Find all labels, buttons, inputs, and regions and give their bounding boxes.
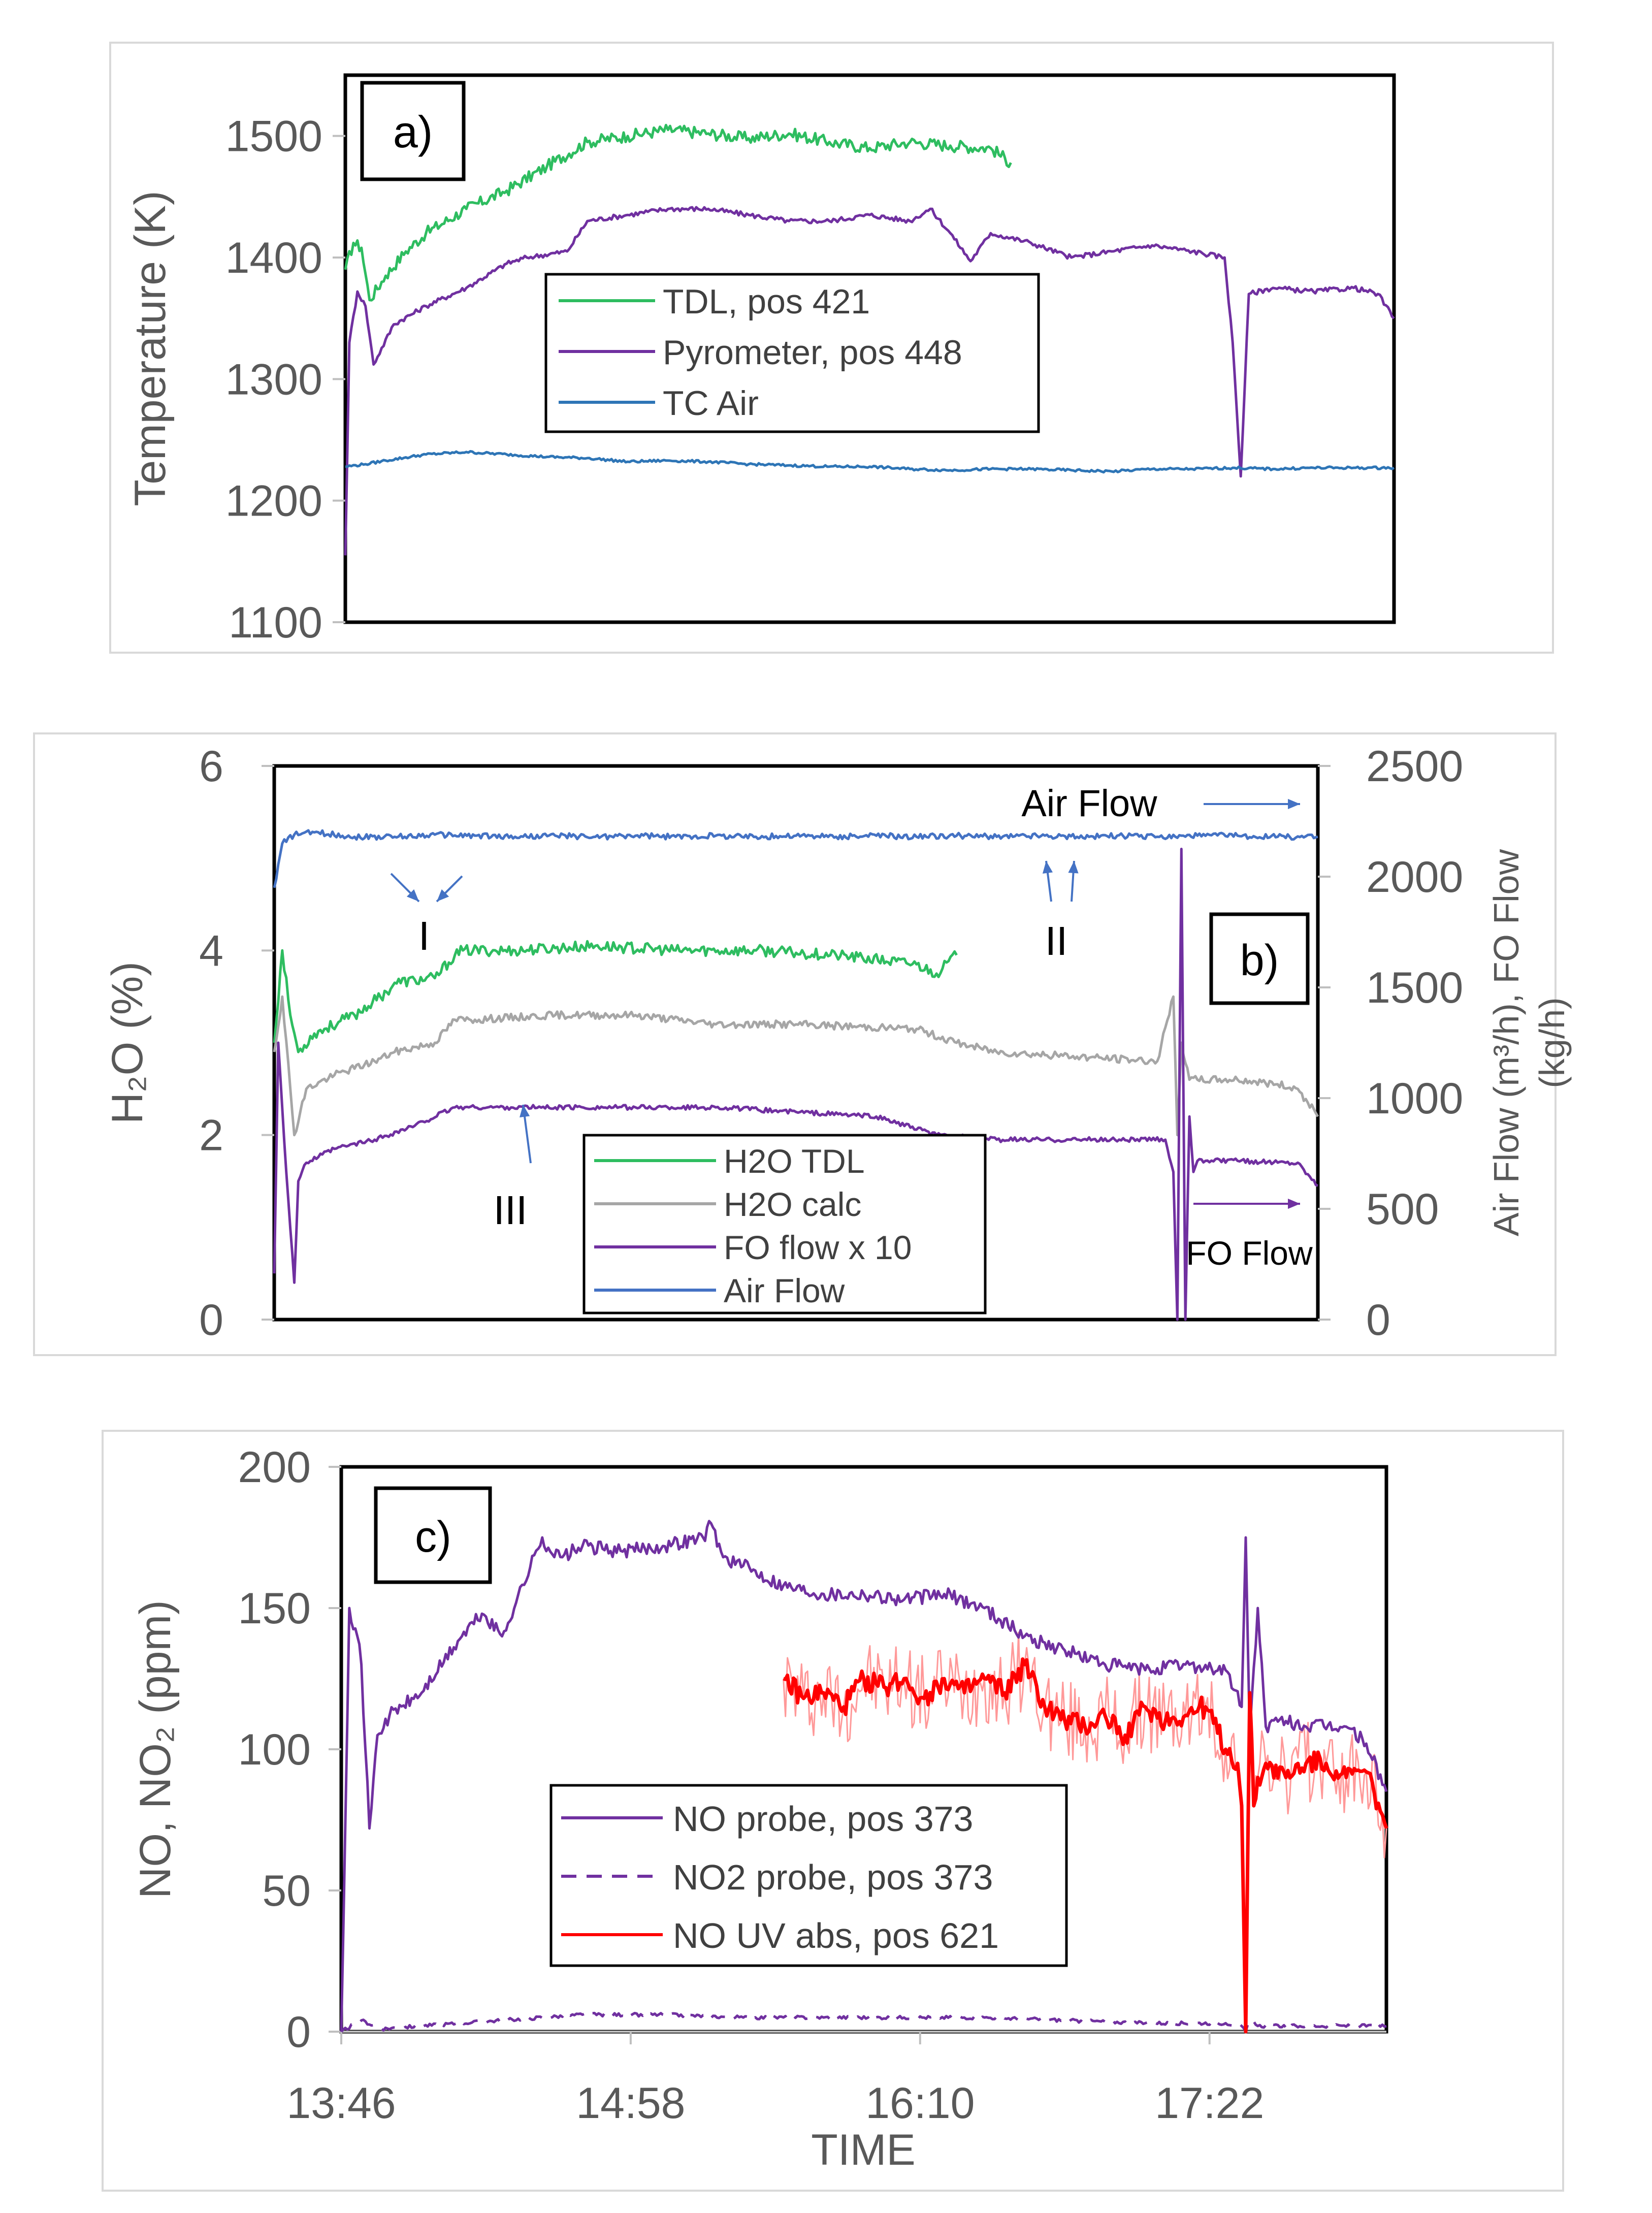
panel-label-box-b (1209, 912, 1310, 1005)
x-tick-label-c: 17:22 (1155, 2079, 1264, 2128)
plot-area-a (343, 73, 1396, 624)
y-tick-label-c: 50 (262, 1867, 311, 1915)
y-axis-title-a: Temperature (K) (126, 190, 175, 506)
x-axis-title-c: TIME (811, 2126, 915, 2174)
arrow-II-left-head (1042, 861, 1053, 874)
legend-b (582, 1134, 987, 1314)
x-tick-label-c: 13:46 (286, 2079, 396, 2128)
x-tick-label-c: 16:10 (865, 2079, 975, 2128)
arrow-I-left-head (406, 889, 419, 902)
panel-label-c: c) (415, 1513, 451, 1561)
y2-tick-label-b: 1500 (1366, 964, 1463, 1012)
panel-label-box-c (374, 1486, 492, 1584)
y-tick-label-c: 150 (238, 1584, 311, 1633)
legend-label-a: Pyrometer, pos 448 (663, 333, 962, 372)
series-line-h2o-tdl (273, 940, 958, 1053)
arrow-III-head (520, 1105, 530, 1118)
series-line-pyrometer-pos-448 (344, 206, 1395, 556)
annotation-II: II (1045, 918, 1067, 964)
arrow-air-flow-head (1288, 798, 1300, 810)
panel-label-a: a) (393, 107, 433, 157)
panel-c: 0 50 100 150 200 13:46 14:58 16:10 17:22 TIME NO, … (131, 1443, 1388, 2174)
y-tick-label-b: 2 (199, 1111, 223, 1160)
y2-tick-label-b: 0 (1366, 1296, 1390, 1344)
panel-b: 0 2 4 6 0 500 1000 1500 2000 2500 H₂O (%) Air Flow … (103, 742, 1572, 1344)
series-line-no-uv-abs-pos-621 (783, 1657, 1388, 2034)
y2-tick-label-b: 2500 (1366, 742, 1463, 791)
y-tick-label-c: 0 (286, 2008, 311, 2057)
legend-label-b: H2O calc (724, 1185, 861, 1223)
legend-label-b: FO flow x 10 (724, 1229, 912, 1266)
series-line-air-flow (273, 829, 1318, 888)
y-tick-label-b: 4 (199, 926, 223, 975)
y-tick-label-a: 1100 (229, 598, 322, 647)
y2-tick-label-b: 2000 (1366, 853, 1463, 902)
panel-a: 1100 1200 1300 1400 1500 Temperature (K) a) TDL… (126, 73, 1396, 647)
legend-label-a: TDL, pos 421 (663, 282, 870, 321)
x-tick-label-c: 14:58 (576, 2079, 685, 2128)
legend-label-b: Air Flow (724, 1272, 845, 1309)
y-tick-label-b: 0 (199, 1296, 223, 1344)
legend-label-c: NO probe, pos 373 (673, 1799, 973, 1839)
y2-axis-title-b-line2: (kg/h) (1532, 998, 1572, 1088)
panel-label-b: b) (1240, 936, 1279, 985)
series-line-no-probe-pos-373 (340, 1520, 1388, 2032)
y-tick-label-a: 1200 (225, 477, 322, 526)
legend-label-b: H2O TDL (724, 1142, 865, 1180)
y-tick-label-a: 1400 (225, 234, 322, 282)
panel-label-box-a (360, 81, 466, 181)
y-axis-title-c: NO, NO₂ (ppm) (131, 1600, 180, 1899)
series-line-fo-flow-x-10 (273, 848, 1319, 1321)
arrow-fo-flow-head (1288, 1198, 1300, 1209)
y2-axis-title-b-line1: Air Flow (m³/h), FO Flow (1486, 849, 1526, 1236)
series-line-tdl-pos-421 (344, 123, 1012, 302)
annotation-I: I (418, 913, 430, 958)
series-line-tc-air (345, 450, 1395, 474)
y-tick-label-a: 1300 (225, 355, 322, 404)
y-tick-label-a: 1500 (225, 112, 322, 161)
y2-tick-label-b: 500 (1366, 1185, 1439, 1234)
legend-label-c: NO2 probe, pos 373 (673, 1857, 993, 1897)
series-line-no2-probe-pos-373 (340, 2011, 1387, 2033)
arrow-II-right-head (1068, 861, 1079, 874)
y-axis-title-b: H₂O (%) (103, 961, 152, 1124)
series-line-h2o-calc (273, 995, 1319, 1137)
y-tick-label-b: 6 (199, 742, 223, 791)
y-tick-label-c: 200 (238, 1443, 311, 1492)
legend-label-a: TC Air (663, 384, 759, 423)
annotation-III: III (494, 1188, 528, 1233)
annotation-fo-flow: FO Flow (1186, 1234, 1313, 1272)
annotation-air-flow: Air Flow (1021, 782, 1157, 824)
y2-tick-label-b: 1000 (1366, 1074, 1463, 1123)
arrow-I-right-head (437, 889, 449, 902)
y-tick-label-c: 100 (238, 1725, 311, 1774)
legend-label-c: NO UV abs, pos 621 (673, 1916, 999, 1955)
